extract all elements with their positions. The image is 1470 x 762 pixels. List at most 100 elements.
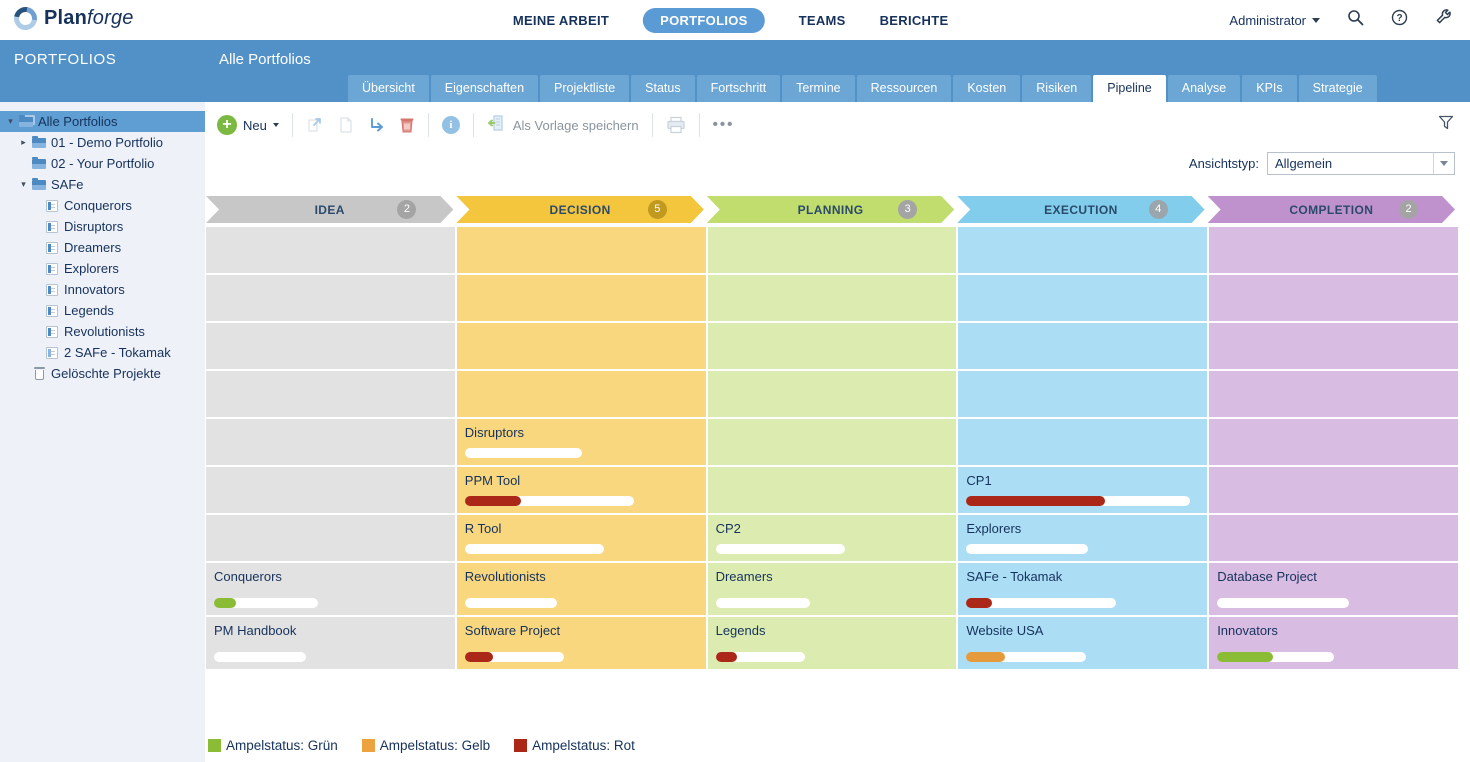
project-icon [43,241,61,254]
tree-item-legends[interactable]: Legends [0,300,205,321]
nav-berichte[interactable]: BERICHTE [879,12,949,28]
tab-projektliste[interactable]: Projektliste [540,75,630,102]
progress-fill [966,652,1005,662]
project-card-cp1[interactable]: CP1 [958,467,1207,513]
tab-risiken[interactable]: Risiken [1022,75,1092,102]
cell-decision [456,371,706,417]
admin-tools-icon[interactable] [1435,9,1452,31]
pipeline-row: Disruptors [206,419,1458,465]
project-card-dreamers[interactable]: Dreamers [708,563,957,615]
select-arrow-button[interactable] [1433,152,1454,174]
project-card-innovators[interactable]: Innovators [1209,617,1458,669]
project-card-cp2[interactable]: CP2 [708,515,957,561]
tab-status[interactable]: Status [631,75,695,102]
stage-header-planning: PLANNING 3 [707,196,954,223]
view-type-select[interactable]: Allgemein [1267,151,1455,175]
expander-closed-icon[interactable]: ▸ [21,137,26,147]
filter-icon[interactable] [1438,115,1454,136]
nav-teams[interactable]: TEAMS [798,12,846,28]
view-type-value: Allgemein [1275,155,1333,171]
project-card-conquerors[interactable]: Conquerors [206,563,455,615]
project-card-database-project[interactable]: Database Project [1209,563,1458,615]
tab-eigenschaften[interactable]: Eigenschaften [430,75,539,102]
save-as-template-button[interactable]: Als Vorlage speichern [487,114,639,137]
cell-planning [707,419,957,465]
pipeline-stage-headers: IDEA 2 DECISION 5 PLANNING 3 EXECUTION 4 COMPLET… [206,196,1458,223]
tree-item-gel-schte-projekte[interactable]: Gelöschte Projekte [0,363,205,384]
tree-item-dreamers[interactable]: Dreamers [0,237,205,258]
tab-kosten[interactable]: Kosten [953,75,1021,102]
copy-icon[interactable] [337,116,355,134]
delete-icon[interactable] [399,116,415,134]
folders-icon [17,114,35,127]
progress-fill [966,496,1106,506]
tree-item-revolutionists[interactable]: Revolutionists [0,321,205,342]
project-card-legends[interactable]: Legends [708,617,957,669]
nav-meine-arbeit[interactable]: MEINE ARBEIT [512,12,610,28]
legend-item-ampelstatus-gelb: Ampelstatus: Gelb [361,738,490,753]
stage-count-badge: 2 [1399,200,1418,219]
user-menu[interactable]: Administrator [1229,13,1320,28]
project-card-title: Innovators [1217,623,1278,638]
print-icon[interactable] [666,116,686,134]
move-icon[interactable] [368,116,386,134]
project-card-disruptors[interactable]: Disruptors [457,419,706,465]
tree-item-label: Dreamers [64,240,122,255]
stage-name: PLANNING [797,202,864,217]
tree-item-disruptors[interactable]: Disruptors [0,216,205,237]
more-icon[interactable]: ••• [712,116,735,133]
tree-item-conquerors[interactable]: Conquerors [0,195,205,216]
tab-bersicht[interactable]: Übersicht [348,75,429,102]
tab-termine[interactable]: Termine [782,75,855,102]
cell-execution [958,371,1208,417]
project-card-r-tool[interactable]: R Tool [457,515,706,561]
cell-execution [958,419,1208,465]
stage-name: COMPLETION [1289,202,1374,217]
project-card-software-project[interactable]: Software Project [457,617,706,669]
cell-execution: Website USA [958,617,1208,669]
project-card-title: Website USA [966,623,1044,638]
tree-item-label: 2 SAFe - Tokamak [64,345,171,360]
expander-open-icon[interactable]: ▾ [8,116,13,126]
search-icon[interactable] [1347,9,1364,31]
project-card-ppm-tool[interactable]: PPM Tool [457,467,706,513]
tree-item-alle-portfolios[interactable]: ▾ Alle Portfolios [0,111,205,132]
project-card-pm-handbook[interactable]: PM Handbook [206,617,455,669]
tree-item-2-safe-tokamak[interactable]: 2 SAFe - Tokamak [0,342,205,363]
progress-track [1217,652,1335,662]
new-button[interactable]: + Neu [217,115,279,135]
project-card-safe-tokamak[interactable]: SAFe - Tokamak [958,563,1207,615]
stage-cell-execution: EXECUTION 4 [957,196,1207,223]
cell-completion [1209,515,1458,561]
info-icon[interactable]: i [441,116,460,134]
project-card-revolutionists[interactable]: Revolutionists [457,563,706,615]
cell-planning: CP2 [707,515,957,561]
tree-item-innovators[interactable]: Innovators [0,279,205,300]
tree-item-02-your-portfolio[interactable]: 02 - Your Portfolio [0,153,205,174]
tab-strategie[interactable]: Strategie [1298,75,1377,102]
tree-item-01-demo-portfolio[interactable]: ▸ 01 - Demo Portfolio [0,132,205,153]
progress-track [966,652,1086,662]
tree-item-safe[interactable]: ▾ SAFe [0,174,205,195]
pipeline-row: Conquerors Revolutionists Dreamers SAFe - T… [206,563,1458,615]
progress-track [214,652,307,662]
tab-fortschritt[interactable]: Fortschritt [696,75,781,102]
project-card-website-usa[interactable]: Website USA [958,617,1207,669]
help-icon[interactable]: ? [1391,9,1408,31]
planforge-logo[interactable]: Planforge [9,2,134,35]
tab-ressourcen[interactable]: Ressourcen [856,75,952,102]
tab-kpis[interactable]: KPIs [1242,75,1297,102]
nav-portfolios[interactable]: PORTFOLIOS [643,7,765,33]
tree-item-explorers[interactable]: Explorers [0,258,205,279]
expander-open-icon[interactable]: ▾ [21,179,26,189]
brand-text: Planforge [44,7,134,30]
project-card-explorers[interactable]: Explorers [958,515,1207,561]
tab-pipeline[interactable]: Pipeline [1093,75,1166,102]
tab-analyse[interactable]: Analyse [1167,75,1241,102]
cell-completion [1209,227,1458,273]
project-alt-icon [43,346,61,359]
progress-track [715,652,806,662]
stage-count-badge: 4 [1149,200,1168,219]
cell-decision: Revolutionists [456,563,706,615]
open-icon[interactable] [306,116,324,134]
